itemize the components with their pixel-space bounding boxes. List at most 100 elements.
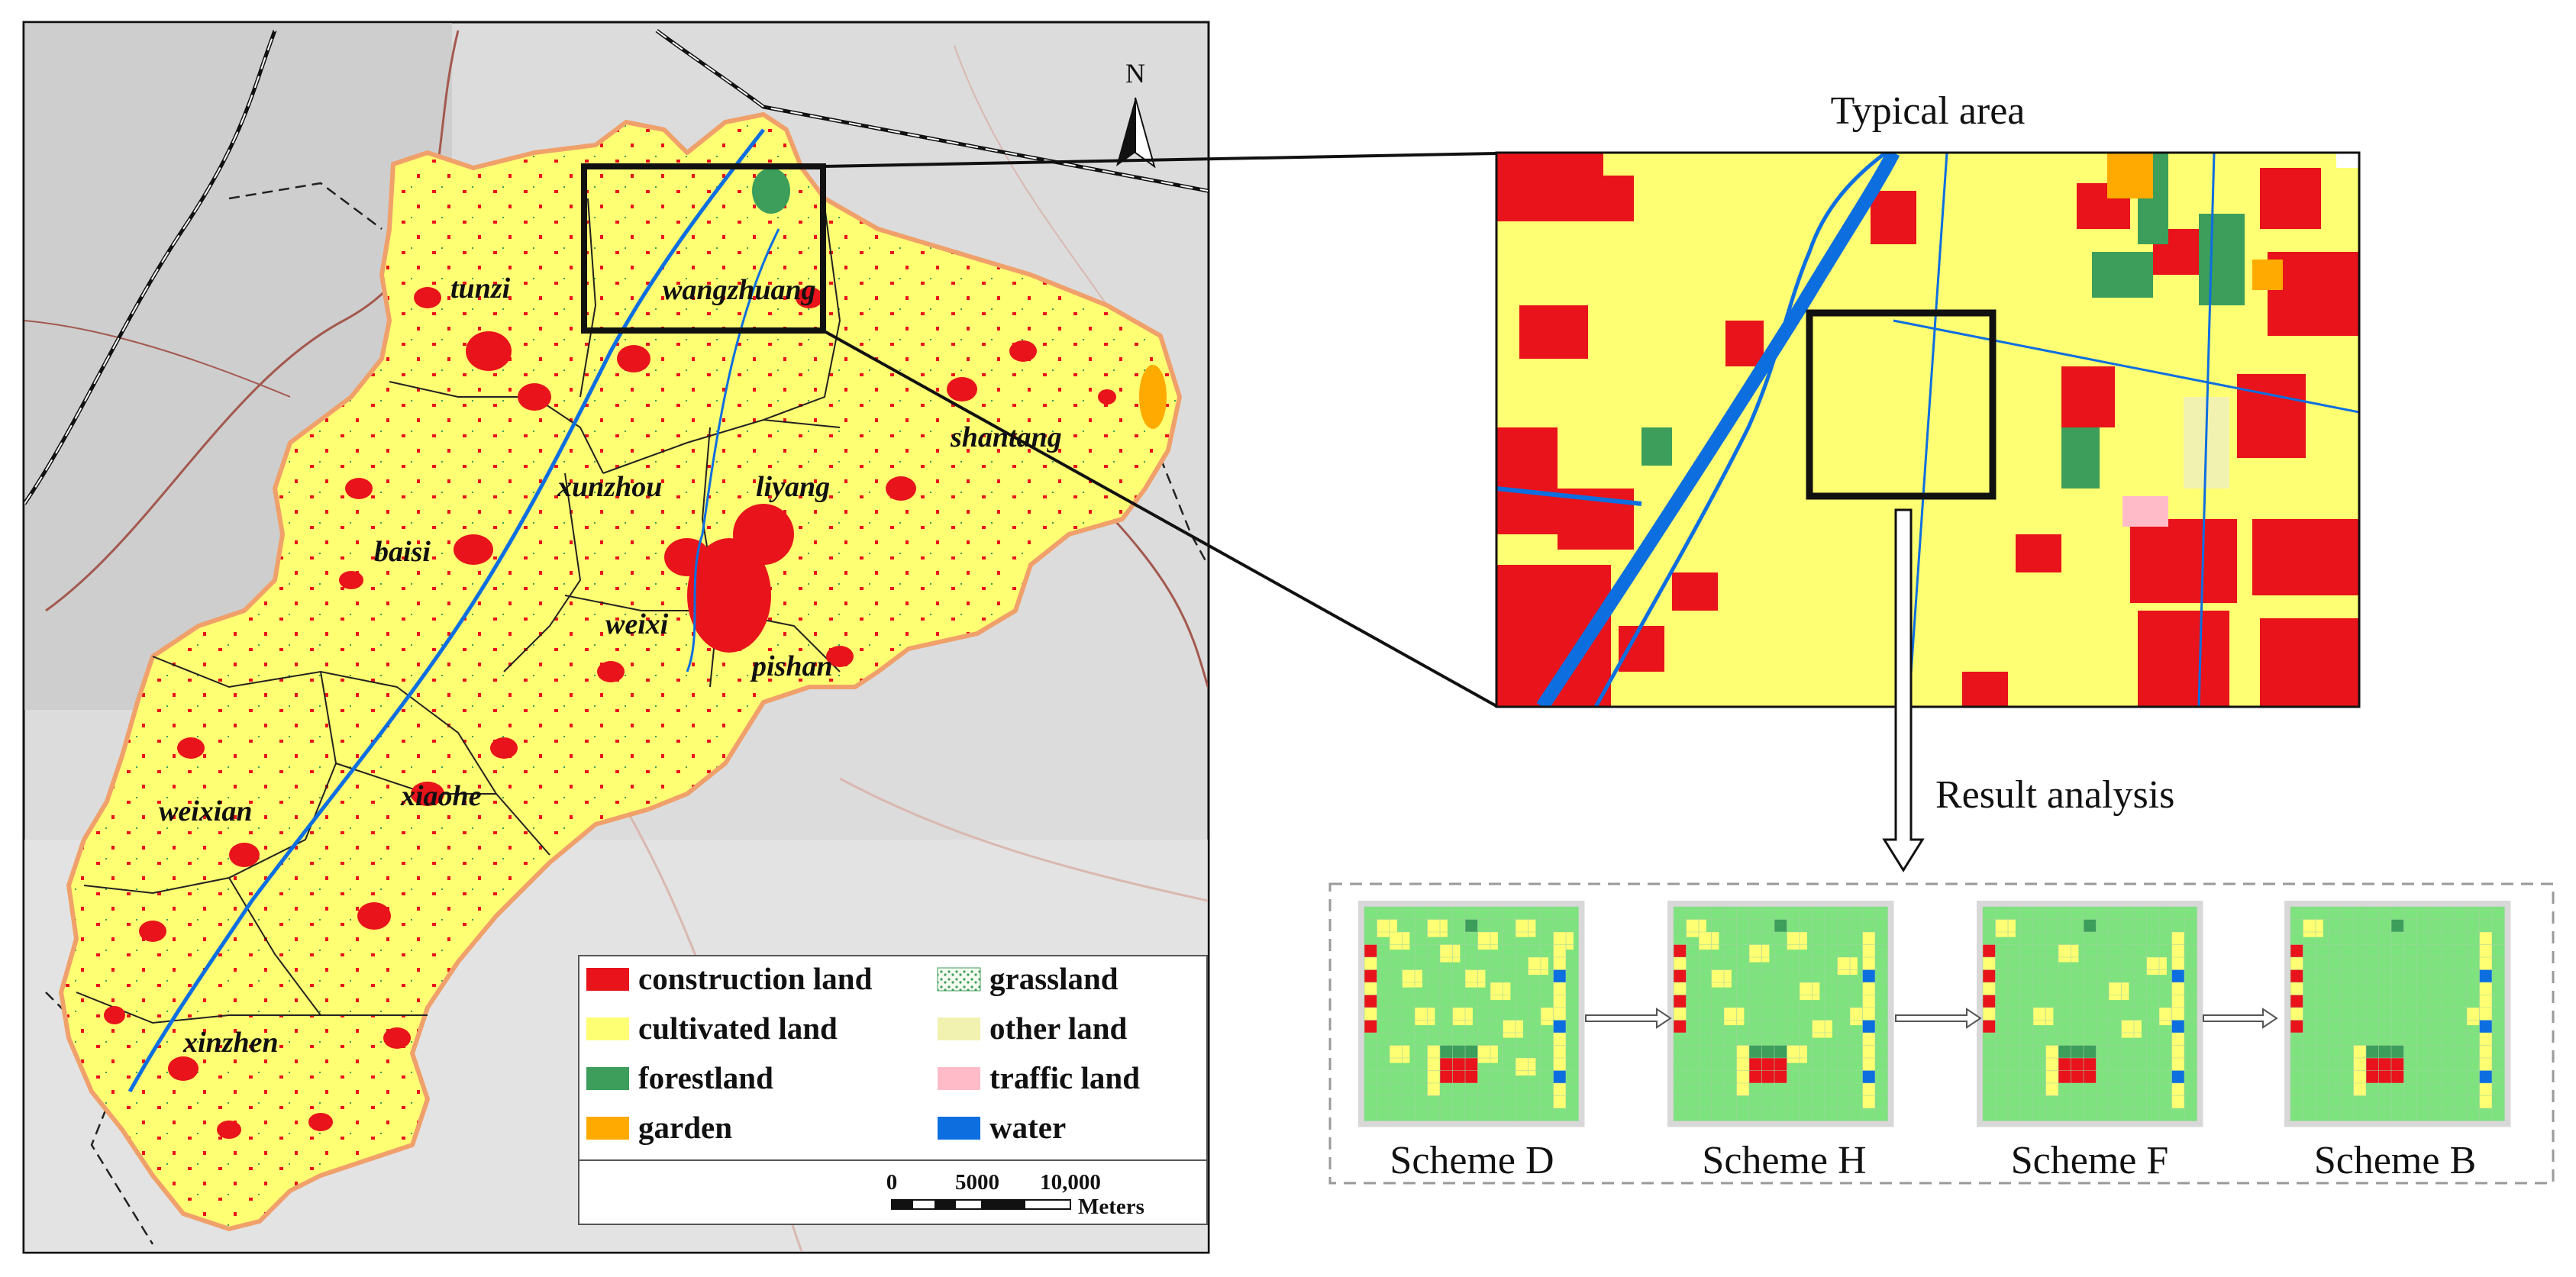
- schemes-panel: Scheme D Scheme H Scheme F Scheme B: [1328, 882, 2555, 1185]
- scheme-cell-cultivated: [1516, 919, 1536, 937]
- inset-land-patch: [1619, 626, 1664, 672]
- scheme-cell-water: [2479, 1070, 2492, 1083]
- scheme-cell-cultivated: [1553, 982, 1566, 995]
- inset-land-patch: [2061, 366, 2115, 427]
- scheme-cell-cultivated: [2479, 944, 2492, 957]
- main-river: [128, 128, 765, 1093]
- scheme-cell-cultivated: [1553, 1033, 1566, 1046]
- scheme-cell-cultivated: [1477, 1045, 1498, 1063]
- inset-land-patch: [1580, 176, 1634, 221]
- scheme-cell-cultivated: [1553, 1083, 1566, 1096]
- down-arrow-icon: [1882, 508, 1925, 872]
- scheme-transition-arrows: [1585, 1008, 2278, 1029]
- town-label-xinzhen: xinzhen: [182, 1027, 279, 1059]
- scheme-cell-cultivated: [1800, 982, 1820, 1001]
- scheme-cell-cultivated: [1440, 944, 1461, 963]
- town-label-xunzhou: xunzhou: [557, 471, 662, 503]
- inset-main-river: [1536, 153, 1900, 707]
- inset-land-patch: [1519, 305, 1588, 359]
- scheme-cell-cultivated: [1390, 1045, 1410, 1063]
- inset-land-patch: [1672, 572, 1718, 611]
- inset-land-patch: [1641, 427, 1672, 466]
- legend-swatch: [938, 1117, 980, 1140]
- scheme-cell-cultivated: [1465, 969, 1486, 988]
- scheme-cell-construction: [2290, 1020, 2303, 1033]
- scheme-cell-cultivated: [2479, 1008, 2492, 1021]
- scheme-cell-construction: [1674, 1020, 1687, 1033]
- scheme-cell-cultivated: [2171, 1045, 2184, 1058]
- scheme-cell-cultivated: [2479, 982, 2492, 995]
- scheme-cell-cultivated: [2479, 1045, 2492, 1058]
- scheme-cell-cultivated: [1862, 995, 1875, 1008]
- garden-patch: [1139, 365, 1167, 429]
- legend-label: forestland: [638, 1060, 773, 1095]
- scheme-cell-cultivated: [2146, 957, 2167, 975]
- scheme-cell-cultivated: [1812, 1020, 1832, 1038]
- scheme-cell-construction: [1983, 957, 1996, 970]
- scheme-cell-construction: [1674, 957, 1687, 970]
- scheme-cell-construction: [1983, 969, 1996, 982]
- scheme-cell-water: [1553, 1020, 1566, 1033]
- scheme-cell-cultivated: [2479, 995, 2492, 1008]
- inset-land-patch: [2061, 427, 2100, 489]
- town-label-pishan: pishan: [750, 650, 833, 682]
- scheme-cell-cultivated: [1699, 932, 1719, 950]
- legend-label: traffic land: [989, 1060, 1140, 1095]
- scheme-label-b: Scheme B: [2314, 1139, 2476, 1182]
- town-label-tunzi: tunzi: [450, 272, 511, 305]
- scheme-cell-construction: [2290, 969, 2303, 982]
- legend-label: garden: [638, 1110, 732, 1145]
- scheme-cell-cultivated: [1862, 1058, 1875, 1071]
- town-label-wangzhuang: wangzhuang: [663, 274, 816, 306]
- scheme-cell-construction: [1364, 969, 1377, 982]
- forest-patch: [752, 168, 790, 214]
- legend-swatch: [586, 968, 629, 991]
- scheme-cell-cultivated: [2171, 1008, 2184, 1021]
- legend-swatch: [937, 967, 981, 992]
- typical-area-title: Typical area: [1831, 89, 2026, 133]
- scheme-cell-forest: [2084, 919, 2097, 932]
- scheme-cell-construction: [1674, 969, 1687, 982]
- scheme-cell-water: [2171, 1070, 2184, 1083]
- scheme-cell-cultivated: [1711, 969, 1732, 988]
- scheme-cell-cultivated: [1787, 932, 1807, 950]
- scheme-grid-3: [2284, 901, 2511, 1127]
- legend-box: [578, 955, 1208, 1225]
- scheme-cell-construction: [2290, 982, 2303, 995]
- town-label-weixi: weixi: [605, 608, 669, 640]
- legend-label: construction land: [638, 961, 873, 996]
- construction-land-clusters: [104, 287, 1116, 1139]
- scheme-cell-cultivated: [2479, 1058, 2492, 1071]
- town-label-baisi: baisi: [374, 536, 431, 568]
- scheme-cell-construction: [1983, 1008, 1996, 1021]
- scheme-cell-cultivated: [1862, 1095, 1875, 1108]
- scheme-cell-forest: [1440, 1045, 1478, 1058]
- scheme-cell-cultivated: [1724, 1008, 1745, 1026]
- scale-bar: 0 5000 10,000 Meters: [886, 1170, 1144, 1219]
- scheme-label-d: Scheme D: [1390, 1139, 1554, 1182]
- scheme-cell-cultivated: [1503, 1020, 1523, 1038]
- scheme-cell-construction: [1364, 982, 1377, 995]
- scheme-cell-cultivated: [1553, 1045, 1566, 1058]
- map-panel: tunzi wangzhuang shantang xunzhou liyang…: [22, 21, 1210, 1254]
- inset-land-patch: [2336, 153, 2359, 168]
- scheme-cell-cultivated: [1862, 944, 1875, 957]
- north-arrow-icon: [1116, 98, 1135, 166]
- scheme-cell-cultivated: [2171, 995, 2184, 1008]
- scheme-cell-forest: [2366, 1045, 2404, 1058]
- scheme-cell-cultivated: [2171, 1058, 2184, 1071]
- scheme-cell-water: [2479, 1020, 2492, 1033]
- inset-land-patch: [2252, 519, 2359, 595]
- scheme-cell-cultivated: [1553, 1008, 1566, 1021]
- scheme-grids: [1358, 901, 2511, 1127]
- scheme-cell-construction: [1364, 995, 1377, 1008]
- scheme-cell-cultivated: [1749, 944, 1770, 963]
- inset-land-patch: [2016, 534, 2061, 572]
- inset-land-patch: [2107, 153, 2153, 198]
- legend-swatch: [938, 1067, 980, 1090]
- scheme-cell-cultivated: [1415, 1008, 1435, 1026]
- scheme-cell-construction: [1364, 1008, 1377, 1021]
- scheme-cell-construction: [1674, 944, 1687, 957]
- legend-swatch: [586, 1067, 629, 1090]
- scheme-cell-cultivated: [2171, 1083, 2184, 1096]
